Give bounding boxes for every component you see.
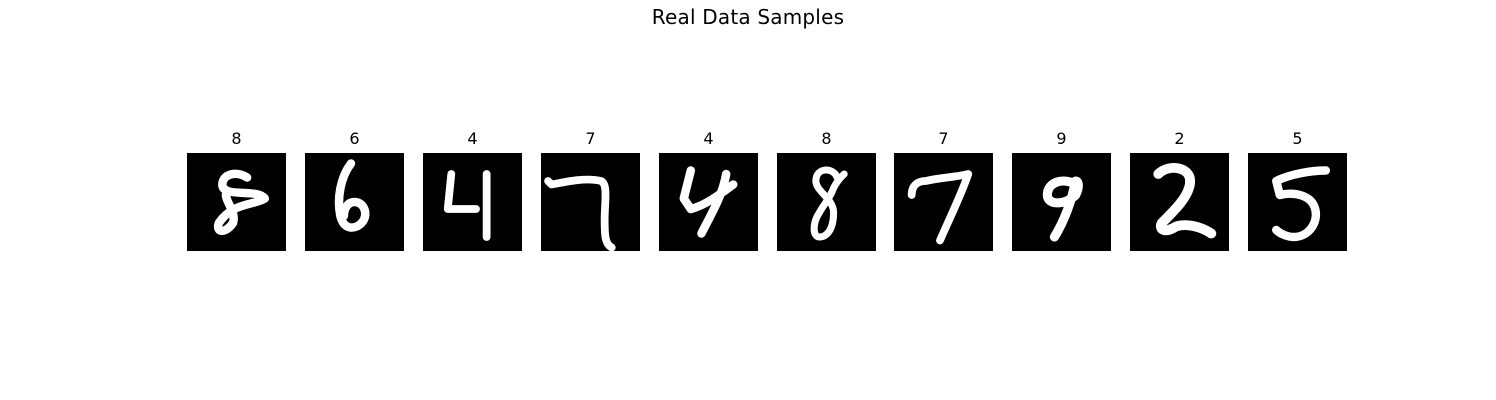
sample-label: 7 bbox=[585, 129, 596, 148]
sample-label: 7 bbox=[938, 129, 949, 148]
sample-panel: 9 bbox=[1012, 128, 1111, 251]
sample-label: 6 bbox=[349, 129, 360, 148]
digit-image bbox=[423, 153, 522, 251]
digit-image bbox=[1248, 153, 1347, 251]
figure-title: Real Data Samples bbox=[651, 5, 845, 29]
sample-panel: 4 bbox=[423, 128, 522, 251]
sample-label: 5 bbox=[1292, 129, 1303, 148]
sample-label: 4 bbox=[703, 129, 714, 148]
digit-image bbox=[659, 153, 758, 251]
sample-label: 4 bbox=[467, 129, 478, 148]
sample-label: 8 bbox=[231, 129, 242, 148]
digit-image bbox=[1012, 153, 1111, 251]
sample-label: 8 bbox=[821, 129, 832, 148]
digit-image bbox=[187, 153, 286, 251]
sample-panel: 5 bbox=[1248, 128, 1347, 251]
digit-image bbox=[894, 153, 993, 251]
digit-image bbox=[305, 153, 404, 251]
digit-image bbox=[777, 153, 876, 251]
sample-panel: 8 bbox=[777, 128, 876, 251]
sample-panel: 2 bbox=[1130, 128, 1229, 251]
sample-panel: 7 bbox=[541, 128, 640, 251]
sample-panel: 7 bbox=[894, 128, 993, 251]
sample-panel: 4 bbox=[659, 128, 758, 251]
sample-label: 9 bbox=[1056, 129, 1067, 148]
digit-image bbox=[541, 153, 640, 251]
sample-panel: 8 bbox=[187, 128, 286, 251]
sample-label: 2 bbox=[1174, 129, 1185, 148]
digit-image bbox=[1130, 153, 1229, 251]
sample-panel: 6 bbox=[305, 128, 404, 251]
